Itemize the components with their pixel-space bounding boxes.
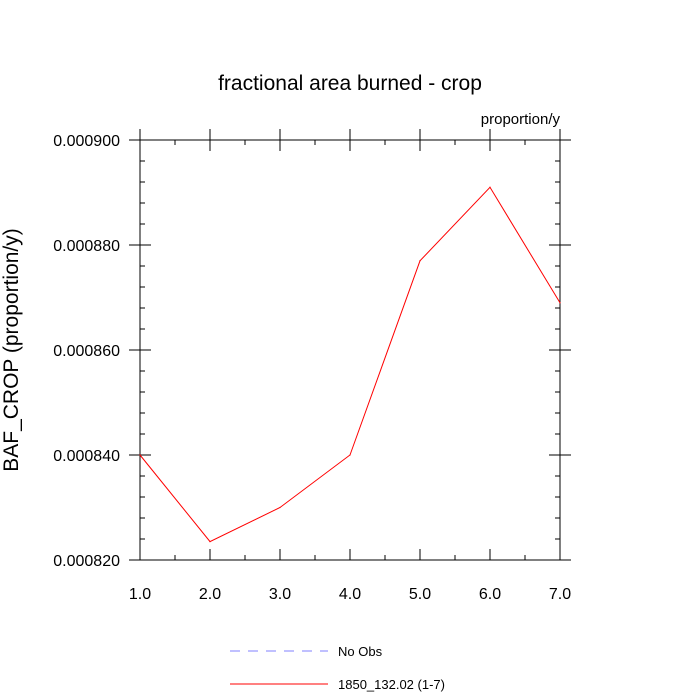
y-tick-label: 0.000820 [53,553,120,570]
legend-label: 1850_132.02 (1-7) [338,677,445,692]
x-tick-label: 4.0 [339,586,361,603]
x-tick-label: 2.0 [199,586,221,603]
data-point [139,454,141,456]
y-tick-label: 0.000900 [53,133,120,150]
x-tick-label: 5.0 [409,586,431,603]
x-tick-label: 3.0 [269,586,291,603]
y-tick-label: 0.000840 [53,448,120,465]
data-point [349,454,351,456]
data-point [419,260,421,262]
data-point [489,186,491,188]
units-label: proportion/y [481,111,561,128]
x-tick-label: 7.0 [549,586,571,603]
plot-frame [139,139,561,561]
data-point [559,302,561,304]
legend-label: No Obs [338,644,383,659]
x-tick-label: 6.0 [479,586,501,603]
ticks [129,129,571,561]
y-tick-label: 0.000860 [53,343,120,360]
legend: No Obs 1850_132.02 (1-7) [230,644,445,692]
data-point [209,541,211,543]
data-point [279,506,281,509]
y-tick-label: 0.000880 [53,238,120,255]
series-line-1 [139,186,561,543]
chart-title: fractional area burned - crop [218,72,482,95]
y-axis-label: BAF_CROP (proportion/y) [0,228,23,472]
x-tick-label: 1.0 [129,586,151,603]
series-group [139,186,561,543]
x-tick-labels: 1.0 2.0 3.0 4.0 5.0 6.0 7.0 [129,586,571,603]
y-tick-labels: 0.000820 0.000840 0.000860 0.000880 0.000900 [53,133,120,570]
